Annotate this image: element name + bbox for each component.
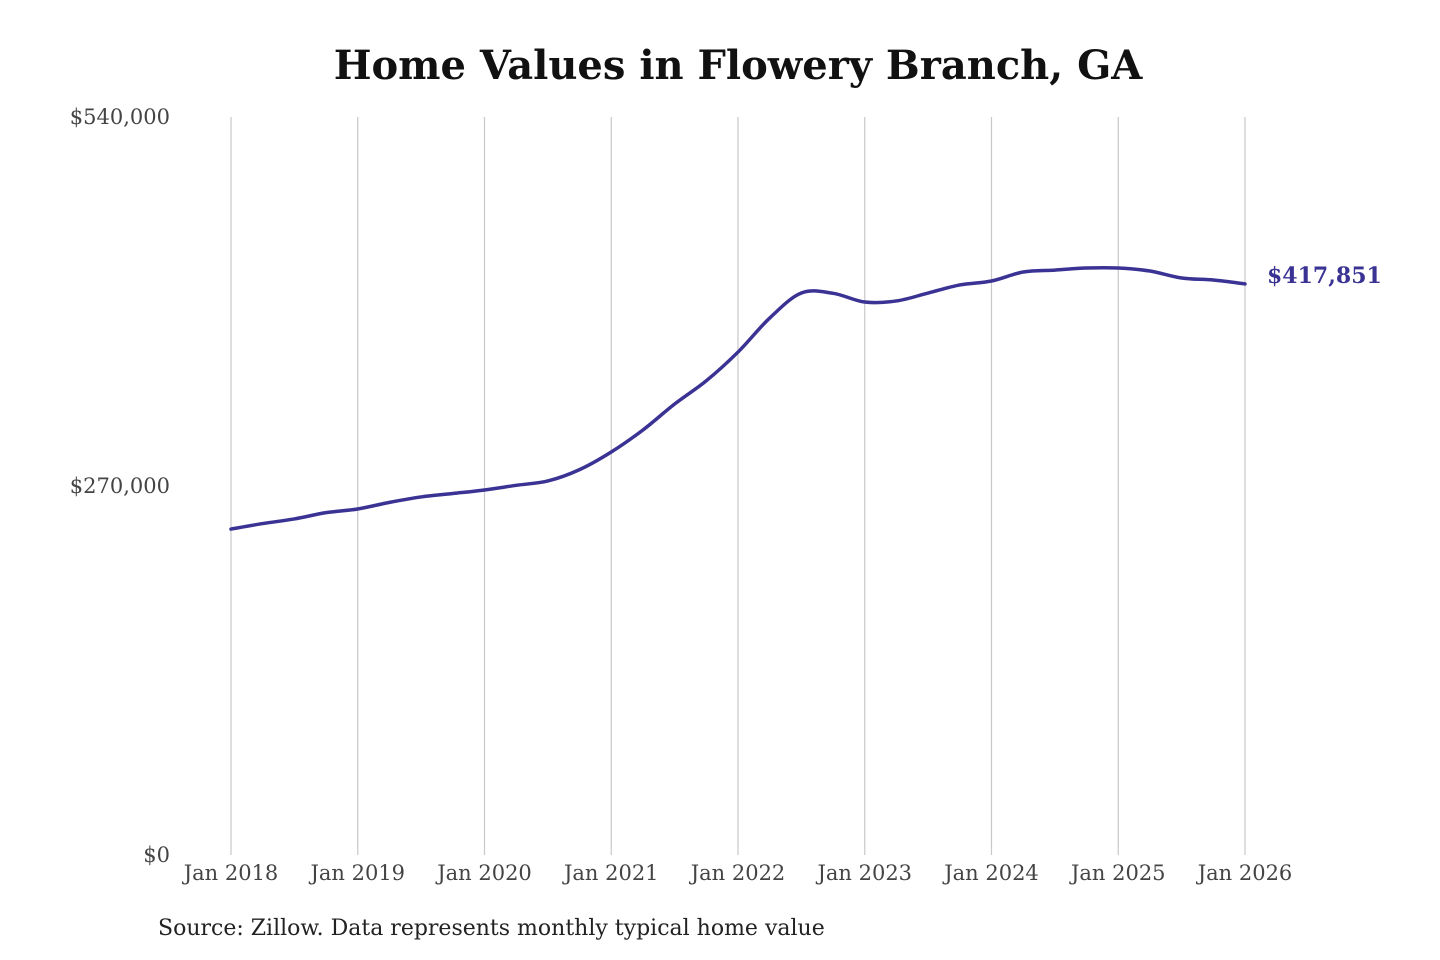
x-tick-label: Jan 2023	[815, 861, 912, 885]
source-note: Source: Zillow. Data represents monthly …	[158, 916, 825, 941]
x-tick-label: Jan 2019	[308, 861, 405, 885]
chart-title: Home Values in Flowery Branch, GA	[333, 42, 1143, 89]
y-tick-label: $270,000	[70, 474, 170, 498]
x-tick-label: Jan 2025	[1069, 861, 1166, 885]
series-line	[229, 265, 1247, 531]
x-tick-label: Jan 2020	[435, 861, 532, 885]
end-value-label: $417,851	[1267, 263, 1382, 289]
y-tick-label: $0	[143, 843, 170, 867]
y-tick-label: $540,000	[70, 105, 170, 129]
x-tick-label: Jan 2024	[942, 861, 1039, 885]
x-tick-label: Jan 2018	[182, 861, 279, 885]
x-tick-label: Jan 2021	[562, 861, 659, 885]
x-tick-label: Jan 2022	[689, 861, 786, 885]
x-tick-label: Jan 2026	[1196, 861, 1293, 885]
